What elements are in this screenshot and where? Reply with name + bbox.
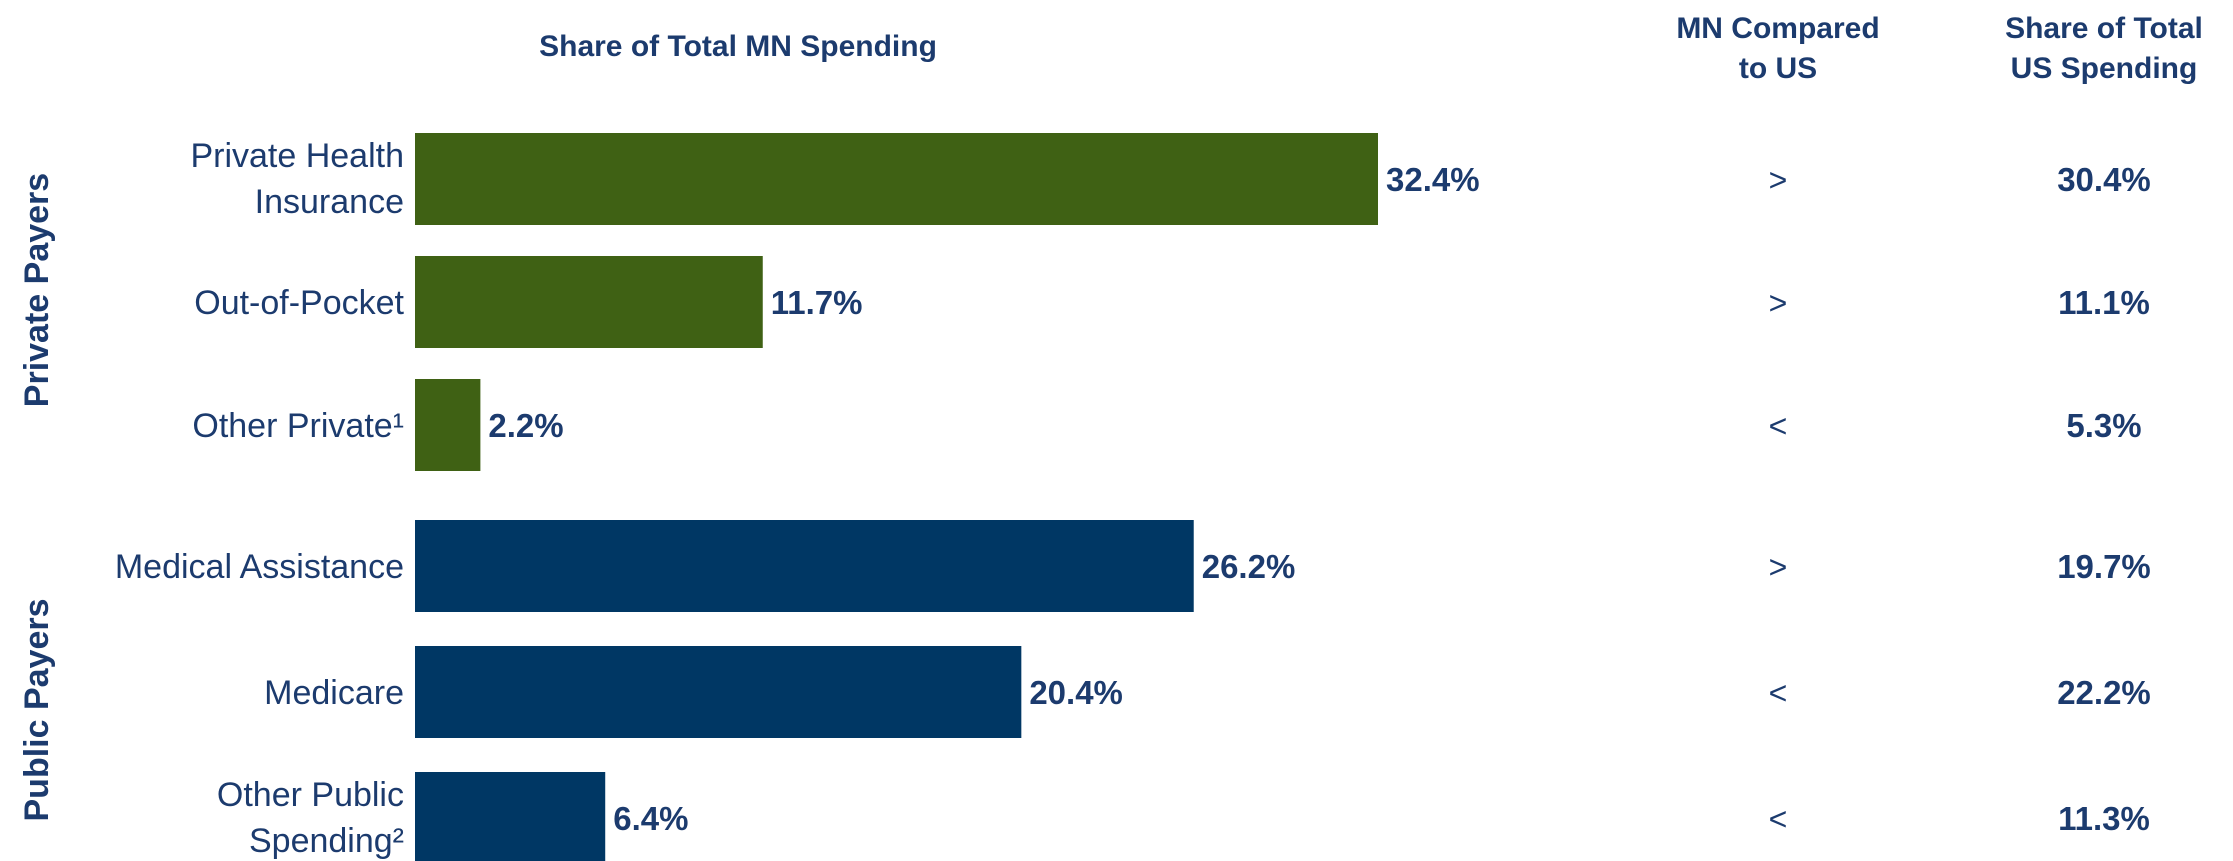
category-label: Private Health Insurance	[190, 137, 404, 221]
bar	[415, 379, 481, 471]
value-label: 26.2%	[1202, 548, 1296, 585]
comparison-symbol: >	[1769, 549, 1788, 585]
value-label: 2.2%	[488, 407, 563, 444]
value-label: 6.4%	[613, 800, 688, 837]
bar	[415, 520, 1194, 612]
comparison-symbol: >	[1769, 162, 1788, 198]
us-share-value: 22.2%	[2057, 674, 2151, 711]
bar-row: Other Public Spending² 6.4% <11.3%	[217, 772, 2150, 861]
header-line: to US	[1739, 52, 1817, 85]
comparison-symbol: <	[1769, 801, 1788, 837]
category-label-line: Out-of-Pocket	[194, 284, 404, 322]
bar	[415, 772, 606, 861]
bar	[415, 133, 1378, 225]
bar-row: Medical Assistance 26.2% >19.7%	[115, 520, 2151, 612]
group-label-private-payers: Private Payers	[18, 173, 56, 407]
category-label-line: Insurance	[255, 183, 404, 221]
category-label-line: Other Public	[217, 776, 404, 814]
comparison-symbol: >	[1769, 285, 1788, 321]
bar-rows: Private Health Insurance 32.4% >30.4% Out-of…	[115, 133, 2151, 861]
value-label: 20.4%	[1029, 674, 1123, 711]
category-label: Other Public Spending²	[217, 776, 404, 860]
category-label: Medicare	[264, 674, 404, 712]
header-line: MN Compared	[1676, 12, 1879, 45]
us-share-value: 30.4%	[2057, 161, 2151, 198]
bar-row: Out-of-Pocket 11.7% >11.1%	[194, 256, 2150, 348]
comparison-header: MN Compared to US	[1676, 12, 1879, 85]
category-label-line: Medicare	[264, 674, 404, 712]
us-share-value: 5.3%	[2066, 407, 2141, 444]
comparison-symbol: <	[1769, 408, 1788, 444]
group-label-public-payers: Public Payers	[18, 598, 56, 821]
value-label: 11.7%	[771, 284, 863, 321]
bar-row: Medicare 20.4% <22.2%	[264, 646, 2151, 738]
payer-group-labels: Private Payers Public Payers	[18, 173, 56, 822]
us-share-value: 11.3%	[2058, 800, 2150, 837]
value-label: 32.4%	[1386, 161, 1480, 198]
chart-title: Share of Total MN Spending	[539, 30, 937, 63]
category-label-line: Other Private¹	[192, 407, 404, 445]
us-share-value: 19.7%	[2057, 548, 2151, 585]
category-label: Out-of-Pocket	[194, 284, 404, 322]
us-share-value: 11.1%	[2058, 284, 2150, 321]
comparison-symbol: <	[1769, 675, 1788, 711]
bar	[415, 646, 1022, 738]
category-label: Medical Assistance	[115, 548, 404, 586]
category-label-line: Medical Assistance	[115, 548, 404, 586]
bar-row: Private Health Insurance 32.4% >30.4%	[190, 133, 2151, 225]
bar-row: Other Private¹ 2.2% <5.3%	[192, 379, 2142, 471]
header-line: US Spending	[2011, 52, 2198, 85]
category-label: Other Private¹	[192, 407, 404, 445]
category-label-line: Private Health	[190, 137, 404, 175]
header-line: Share of Total	[2005, 12, 2203, 45]
bar	[415, 256, 763, 348]
category-label-line: Spending²	[249, 822, 404, 860]
us-share-header: Share of Total US Spending	[2005, 12, 2203, 85]
